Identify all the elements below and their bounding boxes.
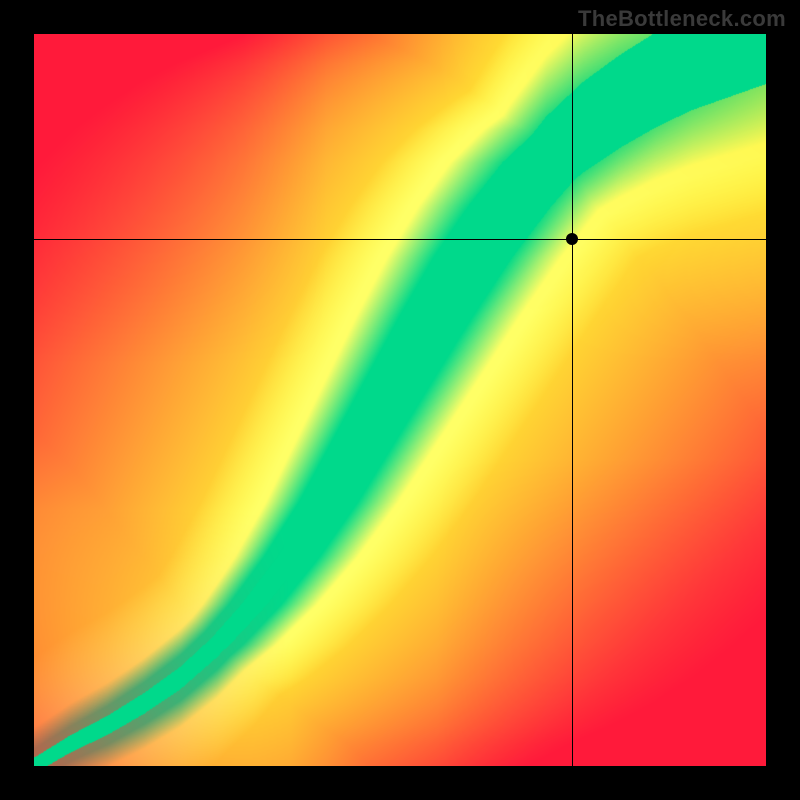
data-point-marker (566, 233, 578, 245)
watermark-text: TheBottleneck.com (578, 6, 786, 32)
heatmap-canvas (34, 34, 766, 766)
crosshair-horizontal (34, 239, 766, 240)
chart-container: TheBottleneck.com (0, 0, 800, 800)
crosshair-vertical (572, 34, 573, 766)
heatmap-plot (34, 34, 766, 766)
